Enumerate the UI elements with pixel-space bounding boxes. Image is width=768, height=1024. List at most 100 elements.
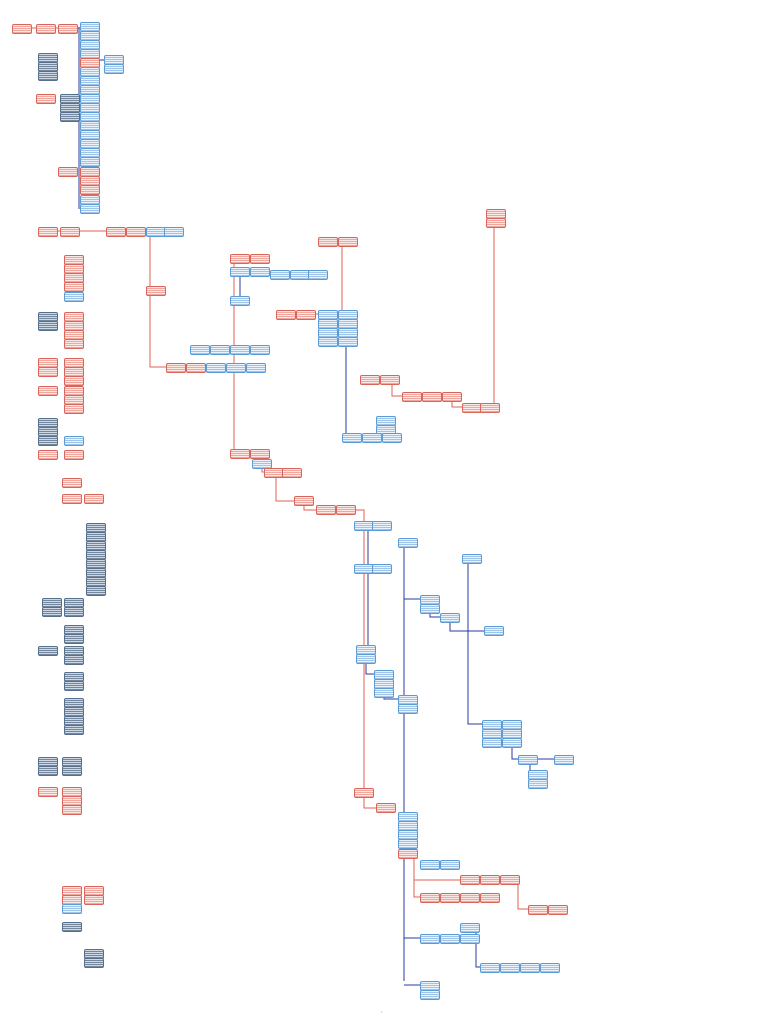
person-node[interactable] bbox=[230, 345, 250, 355]
person-node[interactable] bbox=[360, 375, 380, 385]
person-node[interactable] bbox=[38, 436, 58, 446]
person-node[interactable] bbox=[420, 990, 440, 1000]
person-node[interactable] bbox=[64, 634, 84, 644]
person-node[interactable] bbox=[528, 905, 548, 915]
person-node[interactable] bbox=[462, 403, 482, 413]
person-node[interactable] bbox=[64, 292, 84, 302]
person-node[interactable] bbox=[64, 725, 84, 735]
person-node[interactable] bbox=[64, 376, 84, 386]
person-node[interactable] bbox=[86, 586, 106, 596]
person-node[interactable] bbox=[62, 494, 82, 504]
person-node[interactable] bbox=[36, 94, 56, 104]
person-node[interactable] bbox=[460, 923, 480, 933]
person-node[interactable] bbox=[210, 345, 230, 355]
person-node[interactable] bbox=[62, 922, 82, 932]
person-node[interactable] bbox=[382, 433, 402, 443]
person-node[interactable] bbox=[440, 860, 460, 870]
person-node[interactable] bbox=[186, 363, 206, 373]
person-node[interactable] bbox=[230, 267, 250, 277]
person-node[interactable] bbox=[84, 958, 104, 968]
person-node[interactable] bbox=[62, 766, 82, 776]
person-node[interactable] bbox=[264, 468, 284, 478]
person-node[interactable] bbox=[420, 934, 440, 944]
person-node[interactable] bbox=[38, 766, 58, 776]
person-node[interactable] bbox=[250, 254, 270, 264]
person-node[interactable] bbox=[422, 392, 442, 402]
person-node[interactable] bbox=[462, 554, 482, 564]
person-node[interactable] bbox=[42, 607, 62, 617]
person-node[interactable] bbox=[226, 363, 246, 373]
person-node[interactable] bbox=[500, 963, 520, 973]
person-node[interactable] bbox=[354, 564, 374, 574]
person-node[interactable] bbox=[60, 227, 80, 237]
person-node[interactable] bbox=[480, 963, 500, 973]
person-node[interactable] bbox=[62, 805, 82, 815]
person-node[interactable] bbox=[62, 478, 82, 488]
person-node[interactable] bbox=[106, 227, 126, 237]
person-node[interactable] bbox=[38, 450, 58, 460]
person-node[interactable] bbox=[460, 934, 480, 944]
person-node[interactable] bbox=[166, 363, 186, 373]
person-node[interactable] bbox=[230, 296, 250, 306]
person-node[interactable] bbox=[58, 24, 78, 34]
person-node[interactable] bbox=[276, 310, 296, 320]
person-node[interactable] bbox=[520, 963, 540, 973]
person-node[interactable] bbox=[372, 521, 392, 531]
person-node[interactable] bbox=[402, 392, 422, 402]
person-node[interactable] bbox=[518, 755, 538, 765]
person-node[interactable] bbox=[282, 468, 302, 478]
person-node[interactable] bbox=[374, 688, 394, 698]
person-node[interactable] bbox=[528, 779, 548, 789]
person-node[interactable] bbox=[190, 345, 210, 355]
person-node[interactable] bbox=[460, 893, 480, 903]
person-node[interactable] bbox=[442, 392, 462, 402]
person-node[interactable] bbox=[206, 363, 226, 373]
person-node[interactable] bbox=[420, 604, 440, 614]
person-node[interactable] bbox=[354, 521, 374, 531]
person-node[interactable] bbox=[250, 345, 270, 355]
person-node[interactable] bbox=[104, 64, 124, 74]
person-node[interactable] bbox=[84, 494, 104, 504]
person-node[interactable] bbox=[146, 227, 166, 237]
person-node[interactable] bbox=[480, 403, 500, 413]
person-node[interactable] bbox=[484, 626, 504, 636]
person-node[interactable] bbox=[540, 963, 560, 973]
person-node[interactable] bbox=[440, 613, 460, 623]
person-node[interactable] bbox=[126, 227, 146, 237]
person-node[interactable] bbox=[64, 339, 84, 349]
person-node[interactable] bbox=[548, 905, 568, 915]
person-node[interactable] bbox=[460, 875, 480, 885]
person-node[interactable] bbox=[270, 270, 290, 280]
person-node[interactable] bbox=[380, 375, 400, 385]
person-node[interactable] bbox=[164, 227, 184, 237]
person-node[interactable] bbox=[64, 655, 84, 665]
person-node[interactable] bbox=[480, 875, 500, 885]
person-node[interactable] bbox=[146, 286, 166, 296]
person-node[interactable] bbox=[500, 875, 520, 885]
person-node[interactable] bbox=[420, 893, 440, 903]
person-node[interactable] bbox=[342, 433, 362, 443]
person-node[interactable] bbox=[338, 337, 358, 347]
person-node[interactable] bbox=[246, 363, 266, 373]
person-node[interactable] bbox=[338, 237, 358, 247]
person-node[interactable] bbox=[38, 386, 58, 396]
person-node[interactable] bbox=[58, 167, 78, 177]
person-node[interactable] bbox=[62, 904, 82, 914]
person-node[interactable] bbox=[36, 24, 56, 34]
person-node[interactable] bbox=[38, 227, 58, 237]
person-node[interactable] bbox=[318, 237, 338, 247]
person-node[interactable] bbox=[80, 204, 100, 214]
person-node[interactable] bbox=[64, 282, 84, 292]
person-node[interactable] bbox=[398, 839, 418, 849]
person-node[interactable] bbox=[38, 321, 58, 331]
person-node[interactable] bbox=[480, 893, 500, 903]
person-node[interactable] bbox=[502, 738, 522, 748]
person-node[interactable] bbox=[80, 157, 100, 167]
person-node[interactable] bbox=[398, 849, 418, 859]
person-node[interactable] bbox=[38, 787, 58, 797]
person-node[interactable] bbox=[486, 218, 506, 228]
person-node[interactable] bbox=[38, 367, 58, 377]
person-node[interactable] bbox=[64, 607, 84, 617]
person-node[interactable] bbox=[440, 934, 460, 944]
person-node[interactable] bbox=[64, 681, 84, 691]
